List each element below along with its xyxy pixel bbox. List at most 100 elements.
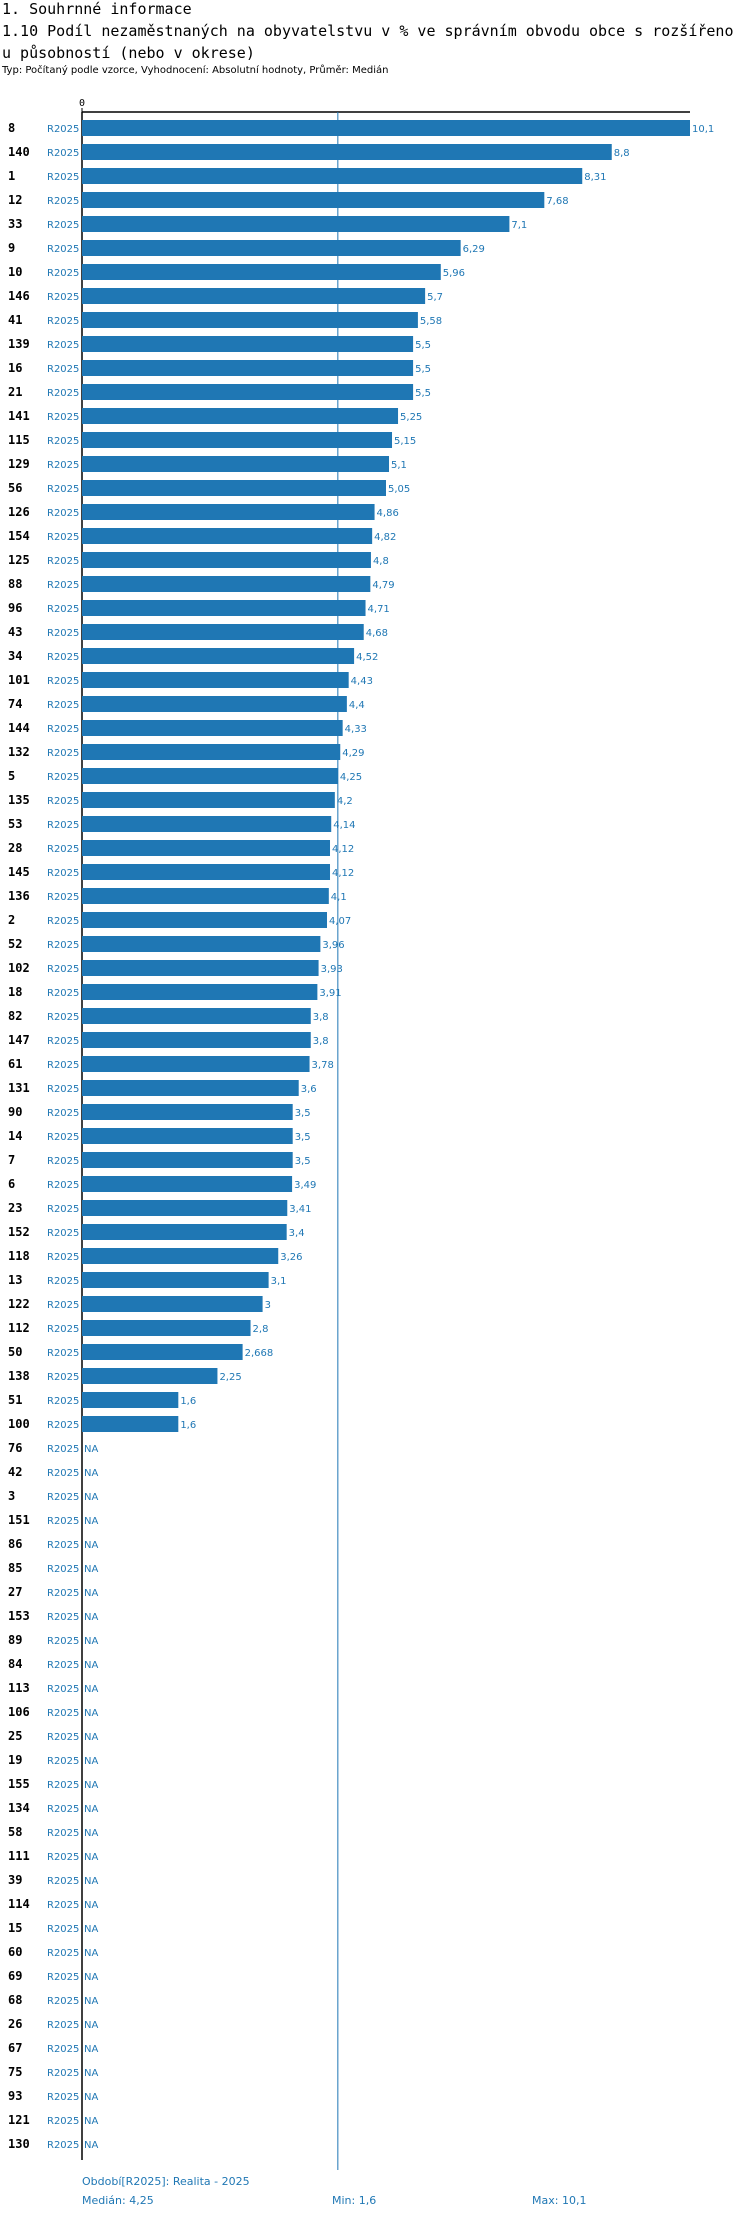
value-label: 5,7: [427, 292, 443, 303]
value-label: NA: [84, 2068, 98, 2079]
value-label: 4,1: [331, 892, 347, 903]
bar: [82, 1032, 311, 1048]
bar: [82, 672, 349, 688]
series-label: R2025: [47, 676, 79, 687]
bar: [82, 1080, 299, 1096]
value-label: 4,82: [374, 532, 396, 543]
category-label: 145: [8, 865, 30, 879]
category-label: 132: [8, 745, 30, 759]
series-label: R2025: [47, 1276, 79, 1287]
category-label: 33: [8, 217, 22, 231]
category-label: 118: [8, 1249, 30, 1263]
value-label: 4,07: [329, 916, 351, 927]
bar: [82, 1224, 287, 1240]
chart-subtitle: Typ: Počítaný podle vzorce, Vyhodnocení:…: [2, 65, 389, 76]
value-label: 10,1: [692, 124, 714, 135]
category-label: 82: [8, 1009, 22, 1023]
category-label: 8: [8, 121, 15, 135]
bar: [82, 432, 393, 448]
series-label: R2025: [47, 1780, 79, 1791]
value-label: NA: [84, 2116, 98, 2127]
category-label: 51: [8, 1393, 22, 1407]
category-label: 140: [8, 145, 30, 159]
bar: [82, 1320, 251, 1336]
series-label: R2025: [47, 868, 79, 879]
value-label: 5,1: [391, 460, 407, 471]
category-label: 3: [8, 1489, 15, 1503]
series-label: R2025: [47, 1852, 79, 1863]
category-label: 136: [8, 889, 30, 903]
value-label: 4,12: [332, 844, 354, 855]
bar: [82, 552, 371, 568]
value-label: 3,1: [271, 1276, 287, 1287]
series-label: R2025: [47, 556, 79, 567]
bar: [82, 888, 329, 904]
series-label: R2025: [47, 268, 79, 279]
category-label: 146: [8, 289, 30, 303]
value-label: NA: [84, 1780, 98, 1791]
category-label: 141: [8, 409, 30, 423]
category-label: 84: [8, 1657, 22, 1671]
series-label: R2025: [47, 1708, 79, 1719]
category-label: 138: [8, 1369, 30, 1383]
series-label: R2025: [47, 1804, 79, 1815]
category-label: 131: [8, 1081, 30, 1095]
series-label: R2025: [47, 1876, 79, 1887]
category-label: 23: [8, 1201, 22, 1215]
category-label: 26: [8, 2017, 22, 2031]
value-label: NA: [84, 1876, 98, 1887]
value-label: 4,52: [356, 652, 378, 663]
series-label: R2025: [47, 1756, 79, 1767]
value-label: 4,4: [349, 700, 365, 711]
series-label: R2025: [47, 604, 79, 615]
value-label: 3,78: [312, 1060, 334, 1071]
series-label: R2025: [47, 388, 79, 399]
category-label: 112: [8, 1321, 30, 1335]
value-label: 4,71: [368, 604, 390, 615]
bar: [82, 360, 414, 376]
value-label: NA: [84, 2020, 98, 2031]
series-label: R2025: [47, 940, 79, 951]
series-label: R2025: [47, 1372, 79, 1383]
category-label: 15: [8, 1921, 22, 1935]
category-label: 102: [8, 961, 30, 975]
category-label: 10: [8, 265, 22, 279]
category-label: 125: [8, 553, 30, 567]
category-label: 61: [8, 1057, 22, 1071]
category-label: 151: [8, 1513, 30, 1527]
category-label: 52: [8, 937, 22, 951]
bar: [82, 984, 318, 1000]
bar: [82, 936, 321, 952]
bar: [82, 1056, 310, 1072]
value-label: 3,6: [301, 1084, 317, 1095]
category-label: 121: [8, 2113, 30, 2127]
bar: [82, 216, 510, 232]
bar: [82, 528, 373, 544]
series-label: R2025: [47, 1468, 79, 1479]
category-label: 89: [8, 1633, 22, 1647]
value-label: 4,2: [337, 796, 353, 807]
bar: [82, 168, 583, 184]
series-label: R2025: [47, 1516, 79, 1527]
value-label: NA: [84, 1612, 98, 1623]
value-label: 3,91: [319, 988, 341, 999]
footer-min: Min: 1,6: [332, 2194, 377, 2207]
value-label: 3,8: [313, 1036, 329, 1047]
value-label: 4,14: [333, 820, 355, 831]
series-label: R2025: [47, 1996, 79, 2007]
category-label: 67: [8, 2041, 22, 2055]
series-label: R2025: [47, 172, 79, 183]
category-label: 39: [8, 1873, 22, 1887]
series-label: R2025: [47, 1324, 79, 1335]
series-label: R2025: [47, 700, 79, 711]
category-label: 1: [8, 169, 15, 183]
series-label: R2025: [47, 196, 79, 207]
series-label: R2025: [47, 244, 79, 255]
value-label: 4,86: [377, 508, 399, 519]
bar: [82, 1248, 279, 1264]
category-label: 76: [8, 1441, 22, 1455]
bar: [82, 504, 375, 520]
series-label: R2025: [47, 316, 79, 327]
series-label: R2025: [47, 2116, 79, 2127]
series-label: R2025: [47, 1972, 79, 1983]
